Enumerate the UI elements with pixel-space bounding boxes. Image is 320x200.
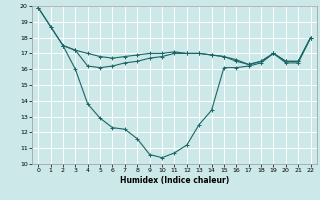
X-axis label: Humidex (Indice chaleur): Humidex (Indice chaleur) — [120, 176, 229, 185]
